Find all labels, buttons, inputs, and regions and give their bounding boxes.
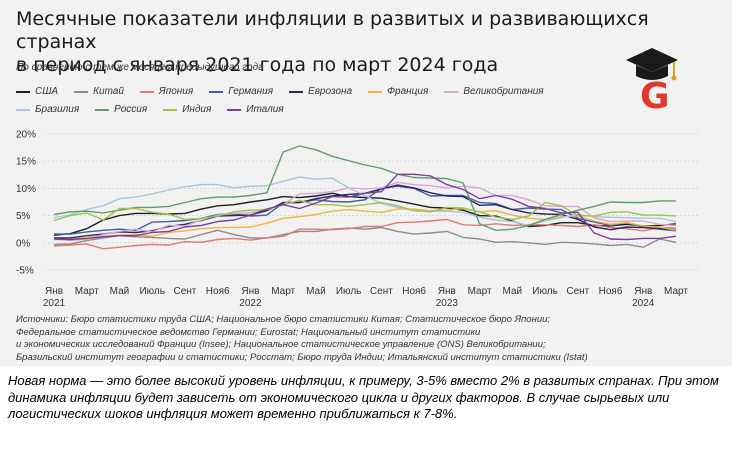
x-tick-label: Сент	[174, 286, 197, 297]
legend-swatch	[16, 90, 30, 93]
legend-label: Еврозона	[308, 86, 353, 97]
graduation-cap-icon: G	[626, 48, 678, 112]
x-tick-label: Сент	[566, 286, 589, 297]
x-tick-label: Янв	[634, 286, 652, 297]
x-tick-label: Янв	[45, 286, 63, 297]
x-tick-label: Март	[271, 286, 295, 297]
legend-swatch	[209, 90, 224, 93]
series-line	[53, 226, 677, 248]
x-tick-label: Янв	[241, 286, 259, 297]
series-lines	[53, 145, 677, 250]
sources-line: и экономических исследований Франции (In…	[16, 339, 546, 350]
x-tick-label: Июль	[336, 286, 362, 297]
x-axis-tick-labels: Янв Март Май Июль Сент Ноя6 Янв Март Май Июль Сент…	[43, 286, 689, 309]
sources-line: Бразильский институт географии и статист…	[16, 351, 588, 363]
legend-item: Япония	[139, 86, 194, 97]
legend-swatch	[16, 108, 30, 111]
y-tick-label: 0%	[16, 238, 31, 249]
legend-swatch	[74, 90, 89, 93]
x-tick-label: Янв	[438, 286, 456, 297]
x-tick-label: Май	[306, 286, 326, 297]
legend-row: Бразилия Россия Индия Италия	[16, 104, 300, 115]
legend-label: Япония	[158, 86, 194, 97]
sources-line: Федеральное статистическое ведомство Гер…	[16, 326, 481, 338]
legend-label: Великобритания	[463, 86, 544, 97]
legend-item: Бразилия	[16, 104, 79, 115]
legend-swatch	[95, 108, 110, 111]
x-tick-label: Ноя6	[599, 286, 623, 297]
chart-title-line-1: Месячные показатели инфляции в развитых …	[16, 8, 649, 53]
x-tick-label: Март	[75, 286, 99, 297]
legend-item: Германия	[209, 86, 273, 97]
legend-item: Великобритания	[444, 86, 544, 97]
series-line	[53, 181, 677, 242]
legend-item: США	[16, 86, 58, 97]
logo-cap	[626, 48, 678, 81]
legend-item: Еврозона	[289, 86, 352, 97]
legend-swatch	[227, 108, 242, 111]
legend-label: Индия	[182, 104, 212, 115]
series-line	[53, 173, 677, 241]
x-tick-label: Сент	[370, 286, 393, 297]
y-tick-label: 5%	[16, 211, 31, 222]
legend-swatch	[139, 90, 154, 93]
logo-letter: G	[640, 76, 670, 112]
legend-label: Италия	[246, 104, 284, 115]
legend-label: Китай	[93, 86, 124, 97]
series-line	[53, 176, 677, 227]
sources-note: Источники: Бюро статистики труда США; На…	[16, 314, 716, 364]
legend-item: Франция	[368, 86, 428, 97]
y-tick-label: 15%	[16, 157, 36, 168]
y-axis-tick-labels: -5% 0% 5% 10% 15% 20%	[16, 130, 36, 277]
x-year-label: 2023	[436, 298, 459, 309]
x-tick-label: Май	[503, 286, 523, 297]
x-tick-label: Май	[110, 286, 130, 297]
legend-item: Индия	[163, 104, 211, 115]
legend-swatch	[289, 90, 304, 93]
chart-title: Месячные показатели инфляции в развитых …	[16, 8, 656, 77]
x-tick-label: Ноя6	[206, 286, 230, 297]
y-tick-label: -5%	[16, 266, 34, 277]
chart-title-line-2: в период с января 2021 года по март 2024…	[16, 54, 499, 76]
chart-panel: Месячные показатели инфляции в развитых …	[0, 0, 732, 366]
x-tick-label: Июль	[532, 286, 558, 297]
legend-item: Италия	[227, 104, 284, 115]
x-tick-label: Март	[664, 286, 688, 297]
grid	[44, 133, 700, 271]
legend-swatch	[368, 90, 383, 93]
legend-label: Франция	[387, 86, 429, 97]
x-year-label: 2024	[632, 298, 655, 309]
x-tick-label: Июль	[139, 286, 165, 297]
legend-label: Бразилия	[35, 104, 80, 115]
commentary-paragraph: Новая норма — это более высокий уровень …	[8, 373, 719, 421]
legend-item: Россия	[95, 104, 147, 115]
legend-label: Россия	[114, 104, 148, 115]
x-tick-label: Март	[468, 286, 492, 297]
legend-label: Германия	[228, 86, 274, 97]
series-line	[53, 192, 677, 236]
series-line	[53, 218, 677, 250]
legend-swatch	[163, 108, 178, 111]
x-year-label: 2021	[43, 298, 66, 309]
x-tick-label: Ноя6	[402, 286, 426, 297]
y-tick-label: 10%	[16, 184, 36, 195]
legend-item: Китай	[74, 86, 124, 97]
legend-swatch	[444, 90, 459, 93]
chart-subtitle: По сравнению с тем же месяцем предыдущег…	[16, 62, 264, 73]
legend-label: США	[35, 86, 59, 97]
legend-row: США Китай Япония Германия Еврозона Франция Вел…	[16, 86, 560, 97]
y-tick-label: 20%	[16, 130, 36, 141]
x-year-label: 2022	[239, 298, 262, 309]
sources-line: Источники: Бюро статистики труда США; На…	[16, 314, 551, 325]
line-chart: -5%0%5%10%15%20% Янв Март Май Июль Сент Ноя6 Я…	[16, 130, 700, 309]
